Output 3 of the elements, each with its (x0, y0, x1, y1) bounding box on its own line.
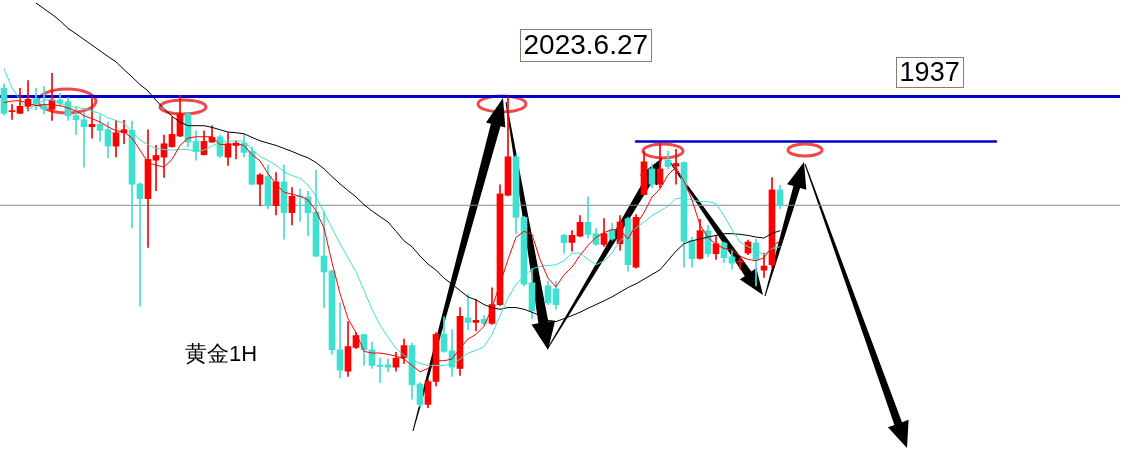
chart-title: 2023.6.27 (519, 29, 653, 62)
annotation: 1937 (895, 56, 964, 89)
annotation: 黄金1H (185, 341, 258, 367)
